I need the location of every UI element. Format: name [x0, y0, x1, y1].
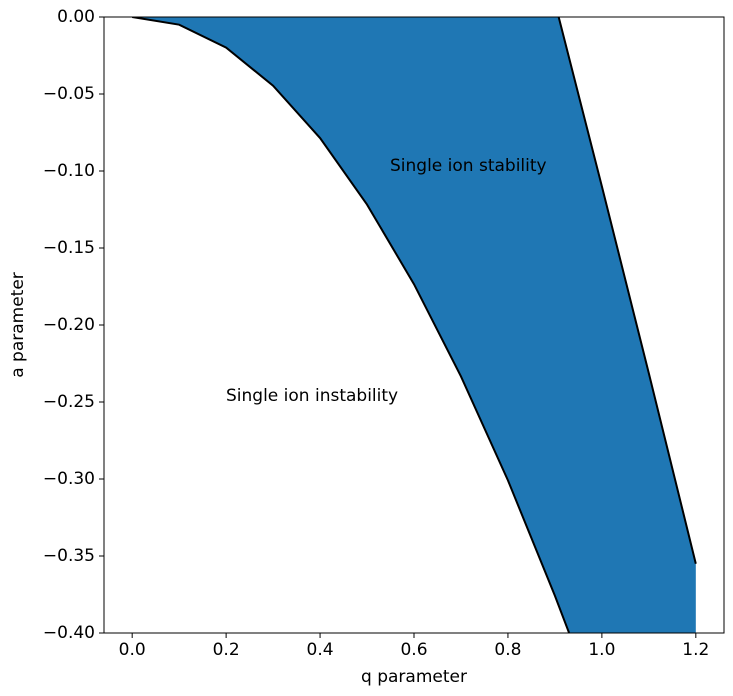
- annotation: Single ion instability: [226, 386, 398, 406]
- stability-region: [132, 17, 696, 633]
- y-tick-label: −0.25: [43, 392, 95, 412]
- y-tick-label: 0.00: [57, 7, 95, 27]
- y-tick-label: −0.05: [43, 84, 95, 104]
- y-tick-label: −0.30: [43, 469, 95, 489]
- y-axis-label: a parameter: [8, 272, 28, 378]
- y-tick-label: −0.20: [43, 315, 95, 335]
- x-tick-label: 0.0: [119, 640, 146, 660]
- x-tick-label: 0.8: [494, 640, 521, 660]
- plot-area: [132, 17, 697, 633]
- x-tick-label: 1.0: [588, 640, 615, 660]
- x-axis-label: q parameter: [361, 667, 467, 687]
- boundary-line: [557, 17, 697, 564]
- x-tick-label: 1.2: [682, 640, 709, 660]
- x-tick-label: 0.6: [400, 640, 427, 660]
- y-tick-label: −0.15: [43, 238, 95, 258]
- annotation: Single ion stability: [390, 156, 547, 176]
- x-tick-label: 0.2: [213, 640, 240, 660]
- y-tick-label: −0.40: [43, 623, 95, 643]
- y-tick-label: −0.35: [43, 546, 95, 566]
- y-tick-label: −0.10: [43, 161, 95, 181]
- x-tick-label: 0.4: [307, 640, 334, 660]
- boundary-line: [132, 17, 570, 633]
